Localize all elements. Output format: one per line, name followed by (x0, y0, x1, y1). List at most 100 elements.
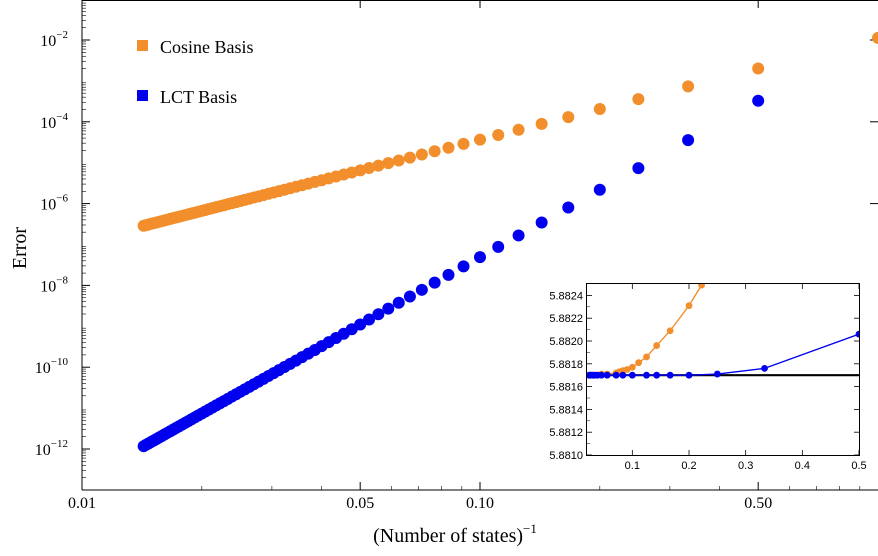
inset-frame (586, 283, 860, 456)
y-tick-exponent: −6 (56, 193, 68, 205)
cosine-data-point (535, 117, 548, 130)
y-tick-base: 10 (40, 33, 56, 50)
cosine-data-point (457, 137, 470, 150)
inset-cosine-point (628, 363, 636, 371)
inset-x-tick-label: 0.5 (851, 460, 866, 472)
lct-data-point (593, 183, 606, 196)
cosine-data-point (632, 93, 645, 106)
inset-cosine-point (623, 366, 631, 373)
cosine-data-point (872, 31, 878, 44)
lct-data-point (442, 268, 455, 281)
lct-data-point (382, 302, 395, 315)
y-tick-label: 10−12 (35, 438, 68, 459)
inset-y-tick-label: 5.8824 (549, 290, 583, 302)
y-tick-exponent: −10 (51, 356, 69, 368)
x-tick-label: 0.01 (68, 495, 96, 512)
inset-lct-point (619, 371, 627, 379)
y-tick-exponent: −2 (56, 29, 68, 41)
inset-cosine-point (643, 353, 650, 361)
lct-data-point (492, 240, 505, 253)
y-tick-exponent: −12 (51, 438, 68, 450)
x-tick-label: 0.05 (346, 495, 374, 512)
lct-data-point (474, 251, 486, 264)
cosine-data-point (682, 80, 695, 93)
inset-y-tick-label: 5.8810 (549, 450, 583, 462)
y-tick-base: 10 (40, 278, 56, 295)
x-tick-label: 0.50 (744, 495, 772, 512)
inset-y-axis-ticks: 5.8810 5.8812 5.8814 5.8816 5.8818 5.8820 5.88… (549, 290, 859, 462)
cosine-data-point (137, 219, 150, 232)
inset-lct-point (612, 371, 620, 379)
x-axis-label-exponent: −1 (523, 521, 537, 536)
inset-cosine-point (685, 302, 693, 310)
y-tick-base: 10 (40, 197, 56, 214)
cosine-data-point (442, 141, 455, 154)
lct-data-point (137, 440, 150, 453)
cosine-data-point (593, 103, 606, 116)
legend-label-cosine: Cosine Basis (160, 37, 254, 57)
y-tick-label: 10−2 (40, 29, 68, 50)
inset-lct-point (761, 364, 768, 372)
lct-data-point (632, 162, 645, 175)
lct-data-point (392, 296, 405, 309)
inset-plot: 5.8810 5.8812 5.8814 5.8816 5.8818 5.8820 5.88… (538, 280, 878, 472)
inset-x-tick-label: 0.1 (625, 460, 640, 472)
inset-x-tick-label: 0.4 (795, 460, 810, 472)
lct-data-point (363, 313, 376, 326)
lct-data-point (428, 276, 441, 289)
inset-y-tick-label: 5.8814 (549, 404, 583, 416)
lct-data-point (415, 283, 428, 296)
inset-lct-point (598, 371, 605, 379)
legend-swatch-cosine (137, 40, 148, 51)
inset-y-tick-label: 5.8816 (549, 382, 583, 394)
main-x-axis-ticks: 0.01 0.05 0.10 0.50 (68, 0, 861, 512)
inset-lct-point (603, 371, 611, 379)
inset-y-tick-label: 5.8812 (549, 427, 583, 439)
lct-data-point (403, 290, 416, 303)
lct-data-point (562, 201, 575, 214)
inset-cosine-point (666, 327, 674, 335)
inset-series (587, 284, 859, 379)
inset-lct-point (666, 371, 674, 379)
x-tick-label: 0.10 (466, 495, 494, 512)
y-tick-label: 10−6 (40, 193, 68, 214)
cosine-data-point (512, 123, 525, 136)
inset-lct-point (628, 371, 636, 379)
main-data-points (137, 31, 878, 453)
inset-lct-point (653, 371, 661, 379)
y-tick-base: 10 (35, 442, 51, 459)
y-tick-label: 10−4 (40, 111, 68, 132)
x-axis-label: (Number of states)−1 (373, 521, 537, 547)
legend-label-lct: LCT Basis (160, 87, 237, 107)
inset-y-tick-label: 5.8820 (549, 336, 583, 348)
cosine-data-point (428, 145, 441, 158)
y-tick-label: 10−8 (40, 274, 68, 295)
inset-lct-point (685, 371, 693, 379)
lct-data-point (457, 260, 470, 273)
y-tick-label: 10−10 (35, 356, 69, 377)
legend-swatch-lct (137, 90, 148, 101)
cosine-data-point (372, 159, 385, 172)
inset-y-tick-label: 5.8818 (549, 359, 583, 371)
lct-data-point (535, 216, 548, 229)
y-axis-label: Error (9, 227, 31, 270)
y-tick-exponent: −4 (56, 111, 68, 123)
cosine-data-point (492, 129, 505, 142)
inset-x-axis-ticks: 0.1 0.2 0.3 0.4 0.5 (625, 284, 867, 472)
inset-cosine-point (698, 284, 705, 289)
inset-lct-point (713, 370, 721, 378)
inset-lct-point (855, 330, 859, 338)
cosine-data-point (752, 62, 765, 75)
inset-y-tick-label: 5.8822 (549, 313, 583, 325)
inset-x-tick-label: 0.2 (681, 460, 696, 472)
inset-cosine-point (635, 359, 643, 367)
y-tick-base: 10 (35, 360, 51, 377)
cosine-data-point (382, 157, 395, 170)
cosine-data-point (474, 133, 486, 146)
cosine-data-point (562, 111, 575, 124)
lct-data-point (512, 229, 525, 242)
lct-data-point (752, 94, 765, 107)
lct-data-point (372, 308, 385, 321)
